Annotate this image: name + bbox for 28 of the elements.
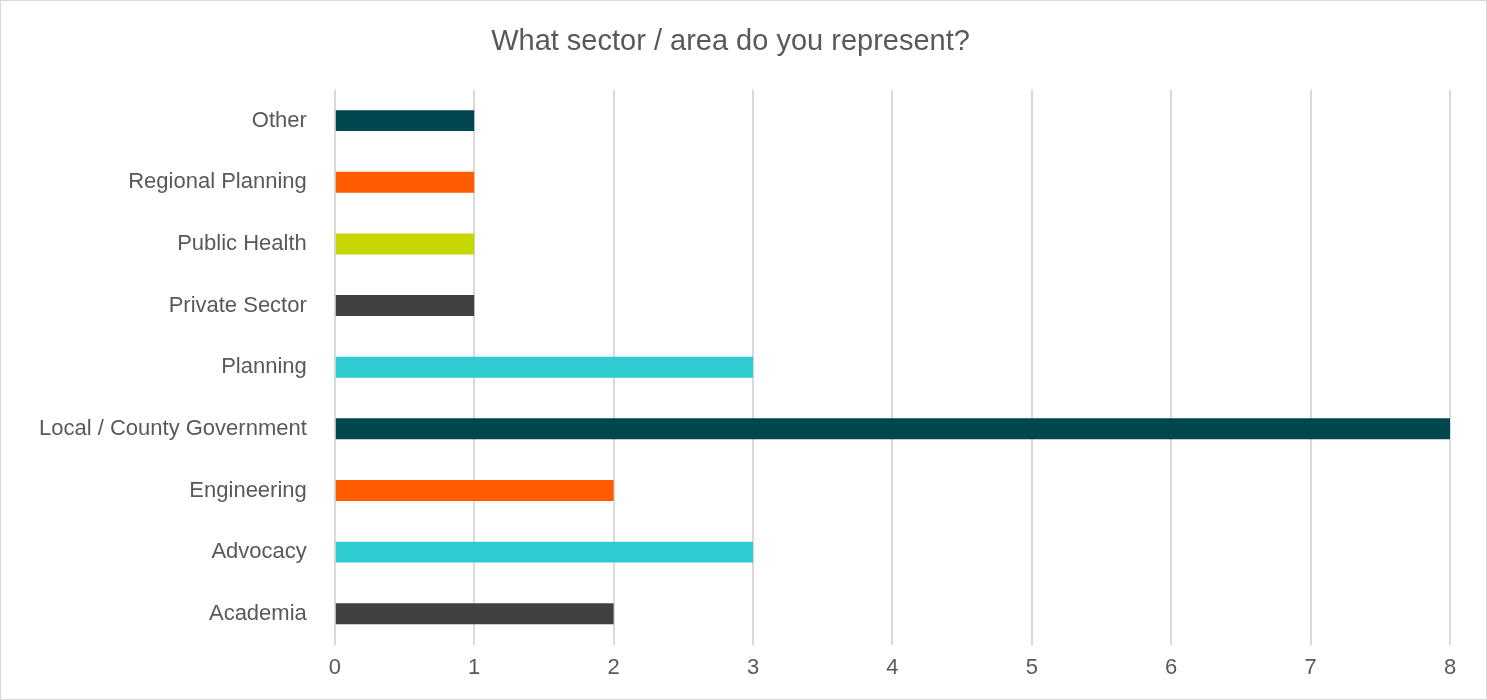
x-tick-label: 8 xyxy=(1443,653,1457,679)
x-tick-label: 3 xyxy=(746,653,760,679)
x-tick-label: 7 xyxy=(1304,653,1317,679)
x-tick-label: 4 xyxy=(886,653,899,679)
x-tick-label: 6 xyxy=(1165,653,1178,679)
chart-title: What sector / area do you represent? xyxy=(491,24,970,57)
x-tick-label: 0 xyxy=(328,653,341,679)
bar xyxy=(335,356,753,378)
y-tick-label: Public Health xyxy=(177,229,307,255)
bar xyxy=(335,295,475,317)
bar xyxy=(335,418,1450,440)
bar xyxy=(335,480,614,501)
y-tick-label: Other xyxy=(251,106,307,132)
bar xyxy=(335,233,475,255)
x-tick-label: 1 xyxy=(468,653,481,679)
bar xyxy=(335,541,753,563)
y-tick-label: Private Sector xyxy=(168,291,307,317)
x-tick-label: 2 xyxy=(607,653,620,679)
bar xyxy=(335,171,475,193)
bar xyxy=(335,603,614,625)
y-tick-label: Planning xyxy=(221,353,307,379)
y-tick-label: Engineering xyxy=(189,476,307,502)
y-tick-label: Advocacy xyxy=(211,538,307,564)
y-tick-label: Regional Planning xyxy=(128,168,307,194)
y-tick-label: Academia xyxy=(208,599,308,625)
x-tick-label: 5 xyxy=(1025,653,1038,679)
y-tick-label: Local / County Government xyxy=(38,414,307,440)
bar xyxy=(335,110,475,132)
